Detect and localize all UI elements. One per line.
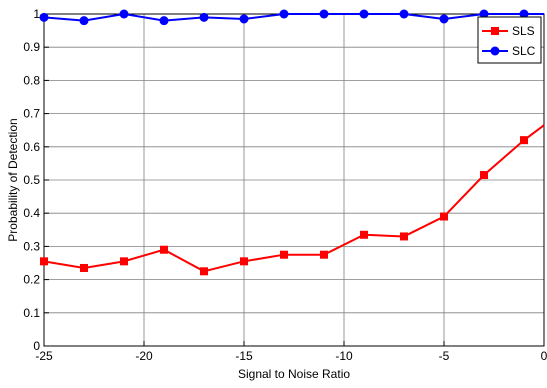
x-tick-label: -15 xyxy=(235,349,253,363)
x-tick-label: -25 xyxy=(35,349,53,363)
data-point-square xyxy=(400,232,408,241)
x-tick-label: -20 xyxy=(135,349,153,363)
grid xyxy=(43,13,545,347)
data-point-square xyxy=(240,257,248,266)
series-line-slc xyxy=(43,12,544,22)
x-tick-label: 0 xyxy=(541,349,547,363)
data-point-square xyxy=(480,171,488,180)
data-point-square xyxy=(40,257,48,266)
legend-marker-circle xyxy=(490,46,500,56)
y-tick-label: 0.4 xyxy=(23,206,40,220)
axis-ticks: -25 -20 -15 -10 -5 0 0 0.1 0.2 0.3 0.4 0.5 0.6 0.7 0.8… xyxy=(23,7,547,363)
data-point-circle xyxy=(439,14,449,24)
legend-box xyxy=(477,16,542,64)
series-sls xyxy=(40,124,545,276)
data-point-circle xyxy=(119,9,129,19)
data-point-circle xyxy=(399,9,409,19)
y-tick-label: 0.6 xyxy=(23,140,40,154)
data-point-square xyxy=(280,250,288,259)
y-tick-label: 0.3 xyxy=(23,239,40,253)
series-slc xyxy=(39,9,544,26)
legend: SLS SLC xyxy=(477,16,542,64)
data-point-square xyxy=(520,136,528,145)
y-tick-label: 0.9 xyxy=(23,40,40,54)
data-point-square xyxy=(120,257,128,266)
legend-label: SLS xyxy=(512,24,535,38)
legend-marker-square xyxy=(491,27,499,35)
y-tick-label: 0.8 xyxy=(23,73,40,87)
data-point-circle xyxy=(359,9,369,19)
data-point-square xyxy=(80,263,88,272)
data-point-square xyxy=(160,245,168,254)
data-point-circle xyxy=(519,9,529,19)
x-tick-label: -5 xyxy=(439,349,450,363)
x-axis-label: Signal to Noise Ratio xyxy=(238,367,350,381)
data-point-circle xyxy=(279,9,289,19)
data-point-circle xyxy=(159,16,169,26)
data-point-circle xyxy=(319,9,329,19)
y-tick-label: 0.5 xyxy=(23,173,40,187)
y-tick-label: 0 xyxy=(33,339,40,353)
y-tick-label: 0.7 xyxy=(23,107,40,121)
series-line-sls xyxy=(43,124,545,273)
y-tick-label: 0.2 xyxy=(23,273,40,287)
y-tick-label: 1 xyxy=(33,7,40,21)
data-point-square xyxy=(200,267,208,276)
data-point-circle xyxy=(39,12,49,22)
series-group xyxy=(39,9,545,276)
legend-label: SLC xyxy=(512,44,536,58)
data-point-circle xyxy=(199,12,209,22)
data-point-square xyxy=(320,250,328,259)
data-point-square xyxy=(360,230,368,239)
data-point-square xyxy=(440,212,448,221)
x-tick-label: -10 xyxy=(335,349,353,363)
data-point-circle xyxy=(479,9,489,19)
y-axis-label: Probability of Detection xyxy=(6,118,20,241)
data-point-circle xyxy=(239,14,249,24)
y-tick-label: 0.1 xyxy=(23,306,40,320)
data-point-circle xyxy=(79,16,89,26)
